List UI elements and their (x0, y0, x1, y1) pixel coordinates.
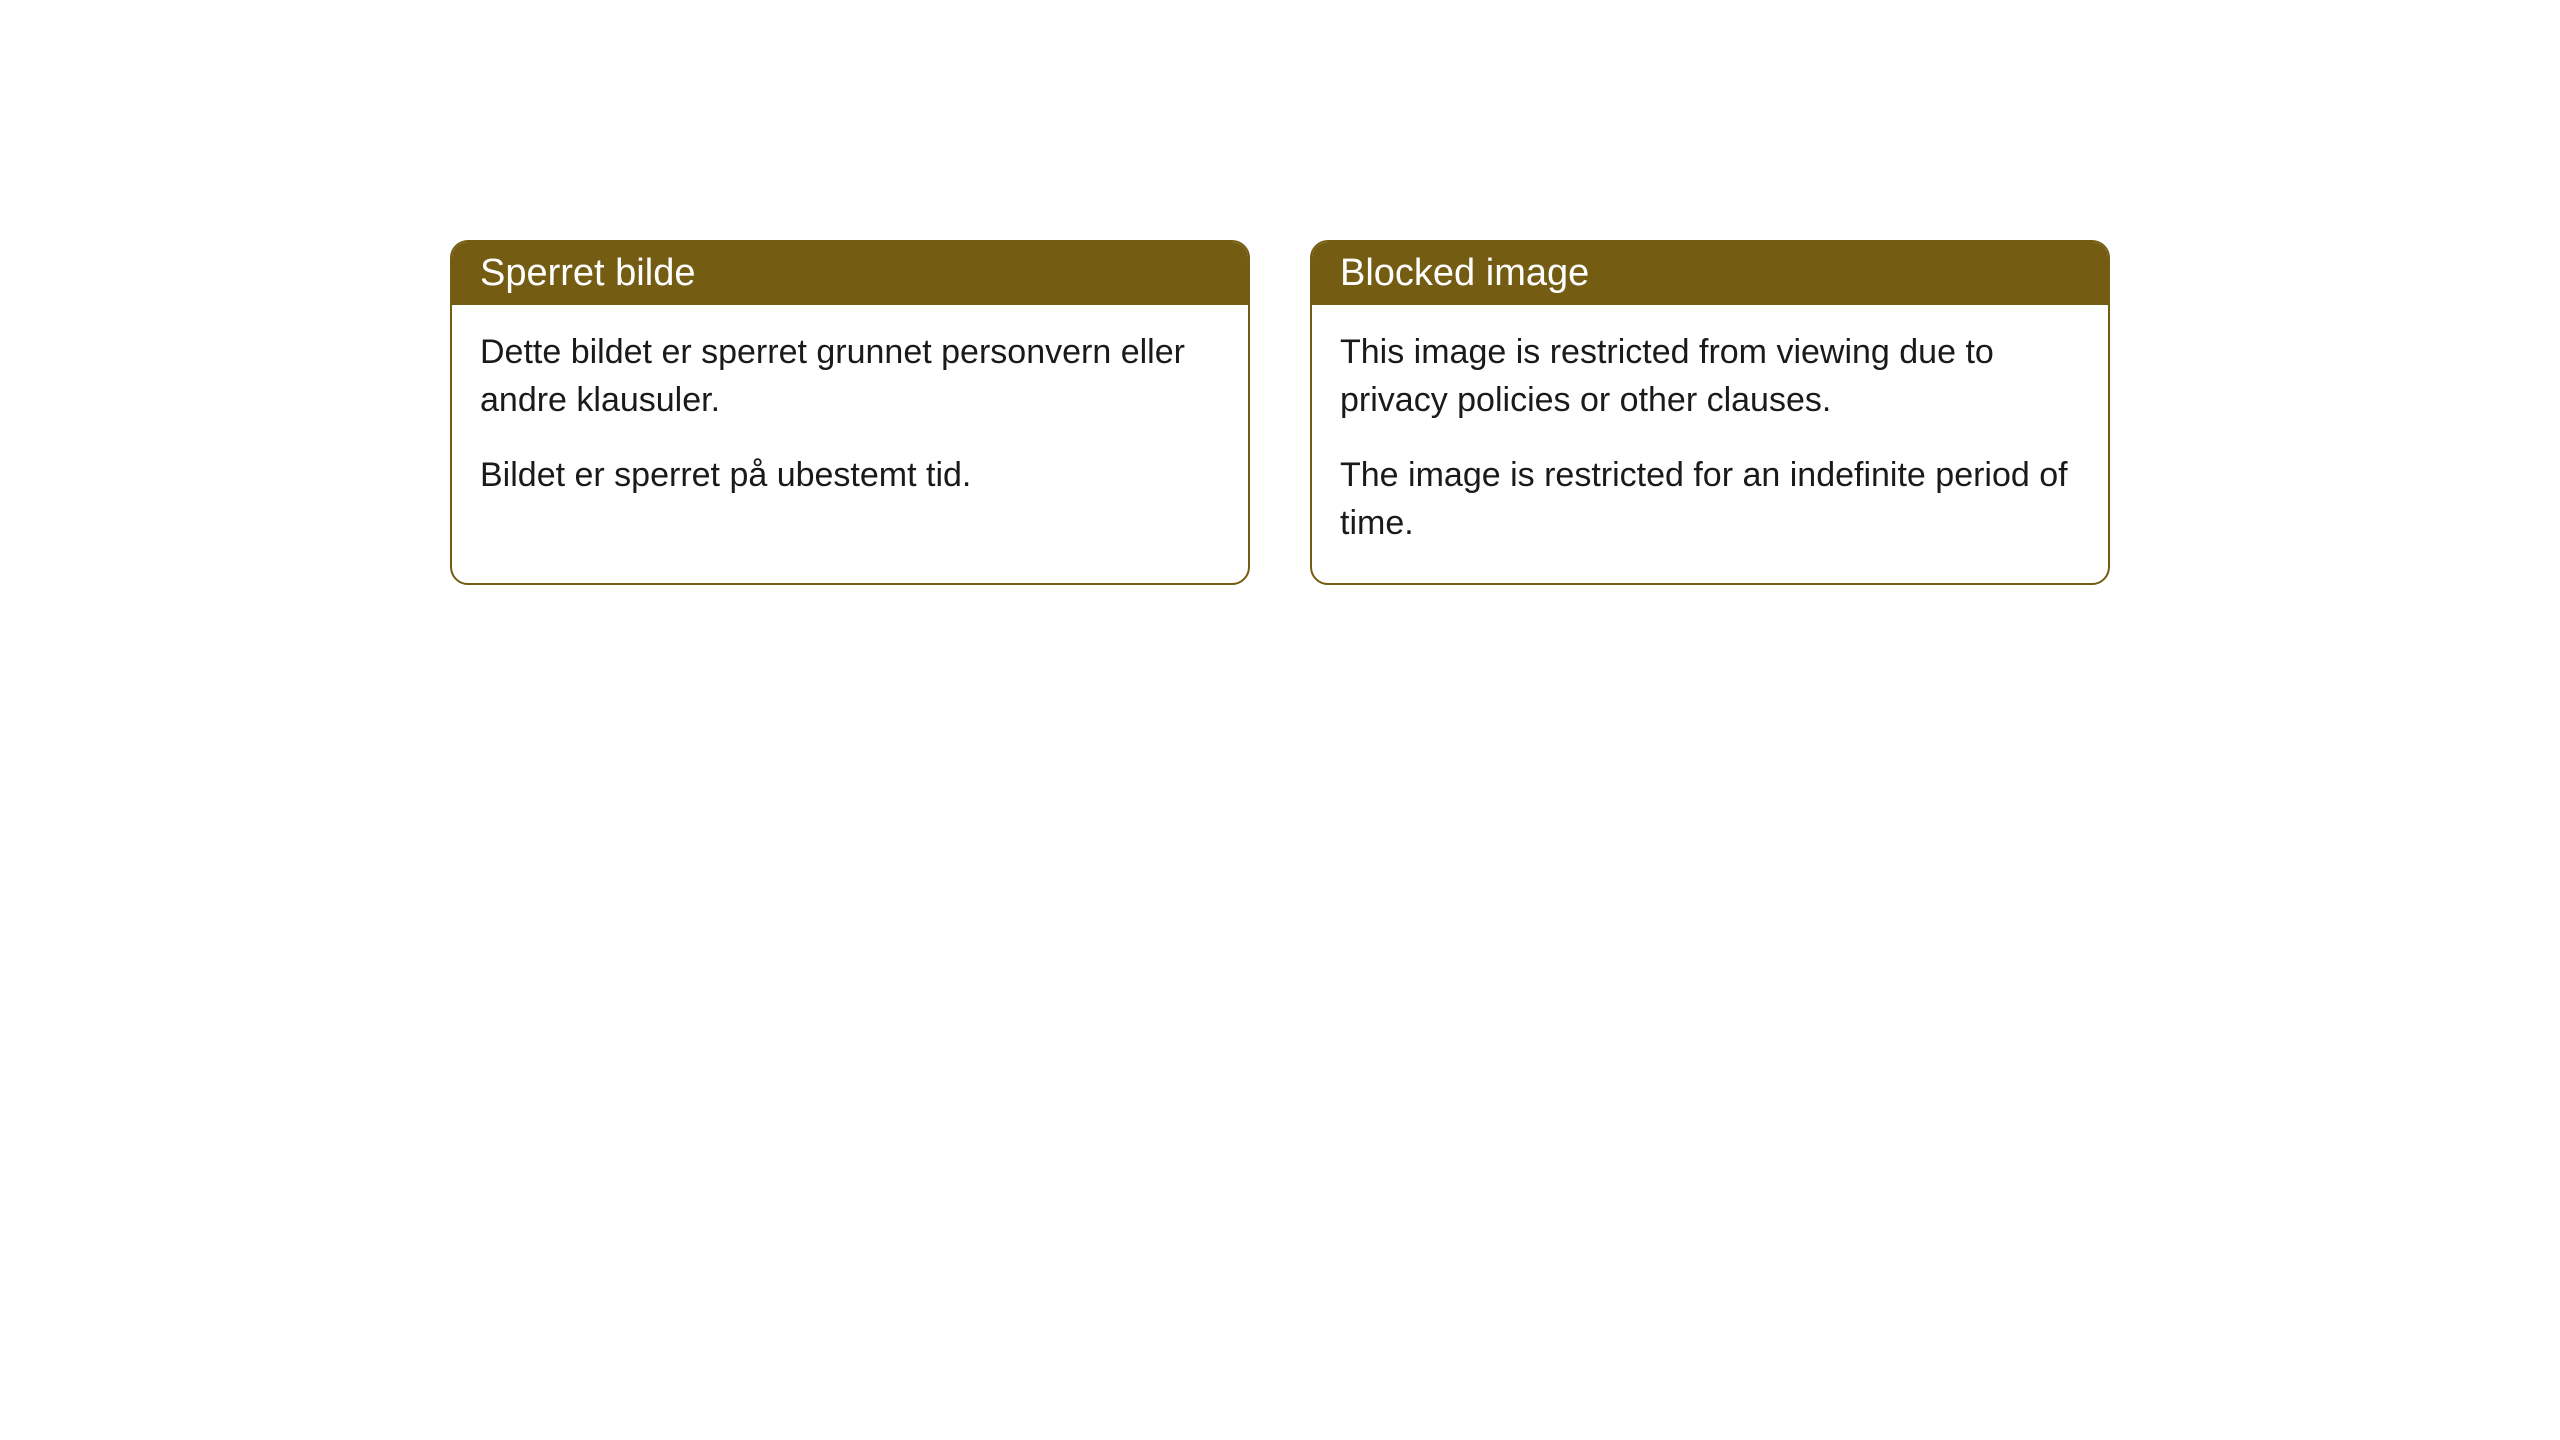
card-header-norwegian: Sperret bilde (452, 242, 1248, 305)
card-text-norwegian-1: Dette bildet er sperret grunnet personve… (480, 329, 1220, 424)
card-norwegian: Sperret bilde Dette bildet er sperret gr… (450, 240, 1250, 585)
card-text-english-2: The image is restricted for an indefinit… (1340, 452, 2080, 547)
card-text-norwegian-2: Bildet er sperret på ubestemt tid. (480, 452, 1220, 500)
card-header-english: Blocked image (1312, 242, 2108, 305)
card-title-norwegian: Sperret bilde (480, 252, 695, 294)
card-body-english: This image is restricted from viewing du… (1312, 305, 2108, 583)
cards-container: Sperret bilde Dette bildet er sperret gr… (450, 240, 2110, 585)
card-text-english-1: This image is restricted from viewing du… (1340, 329, 2080, 424)
card-title-english: Blocked image (1340, 252, 1589, 294)
card-body-norwegian: Dette bildet er sperret grunnet personve… (452, 305, 1248, 536)
card-english: Blocked image This image is restricted f… (1310, 240, 2110, 585)
